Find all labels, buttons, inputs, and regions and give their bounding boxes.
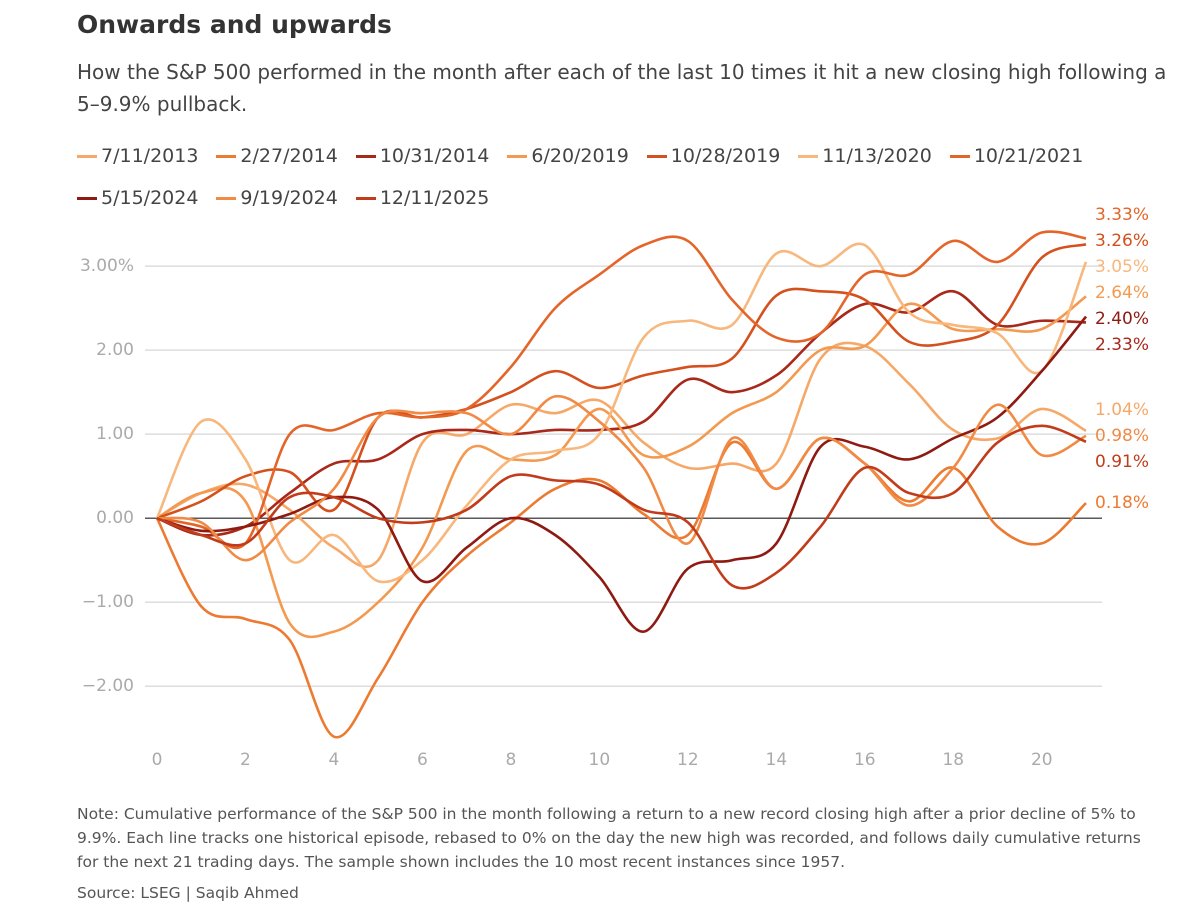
legend-item: 12/11/2025 xyxy=(355,184,490,212)
x-tick-label: 14 xyxy=(766,750,788,770)
series-line xyxy=(155,242,1088,584)
legend-label: 5/15/2024 xyxy=(101,187,199,209)
x-tick-label: 10 xyxy=(589,750,611,770)
chart-subtitle: How the S&P 500 performed in the month a… xyxy=(77,60,1167,116)
note: Note: Cumulative performance of the S&P … xyxy=(77,805,1141,871)
legend-label: 7/11/2013 xyxy=(101,145,199,167)
end-label: 3.05% xyxy=(1095,257,1149,277)
legend-swatch xyxy=(77,154,97,158)
legend-item: 11/13/2020 xyxy=(798,142,932,170)
end-label: 0.98% xyxy=(1095,426,1149,446)
x-tick-label: 0 xyxy=(152,750,163,770)
series-line xyxy=(156,424,1087,590)
legend-swatch xyxy=(216,154,237,158)
series-line xyxy=(156,295,1087,639)
end-label: 2.40% xyxy=(1095,309,1149,329)
legend-label: 2/27/2014 xyxy=(240,145,338,167)
chart-title: Onwards and upwards xyxy=(77,10,392,39)
y-tick-label: 3.00% xyxy=(80,256,134,276)
x-tick-label: 20 xyxy=(1031,750,1053,770)
end-label: 0.18% xyxy=(1095,493,1149,513)
chart: −2.00 −1.00 0.00 1.00 2.00 3.00% 0 2 4 6 8 10 12 14 16… xyxy=(80,205,1149,770)
x-tick-label: 16 xyxy=(854,750,876,770)
x-tick-label: 8 xyxy=(505,750,516,770)
legend-item: 2/27/2014 xyxy=(216,142,338,170)
legend-swatch xyxy=(646,154,667,158)
x-tick-label: 12 xyxy=(677,750,699,770)
legend-label: 6/20/2019 xyxy=(531,145,629,167)
y-tick-label: 0.00 xyxy=(96,508,134,528)
end-label: 2.33% xyxy=(1095,335,1149,355)
end-label: 0.91% xyxy=(1095,452,1149,472)
legend-label: 10/28/2019 xyxy=(670,145,781,167)
legend-item: 7/11/2013 xyxy=(77,142,198,170)
series-line xyxy=(156,341,1087,568)
end-label: 3.33% xyxy=(1095,205,1149,225)
legend-swatch xyxy=(77,196,97,200)
y-tick-label: −1.00 xyxy=(82,592,134,612)
y-tick-label: 2.00 xyxy=(96,340,134,360)
end-label: 1.04% xyxy=(1095,400,1149,420)
series-line xyxy=(156,290,1087,537)
legend-swatch xyxy=(355,196,376,200)
legend-item: 9/19/2024 xyxy=(216,184,338,212)
end-label: 3.26% xyxy=(1095,231,1149,251)
legend-item: 10/31/2014 xyxy=(355,142,490,170)
legend-item: 10/28/2019 xyxy=(646,142,781,170)
x-tick-label: 4 xyxy=(329,750,340,770)
legend-label: 10/21/2021 xyxy=(973,145,1084,167)
legend-swatch xyxy=(507,154,528,158)
legend-item: 10/21/2021 xyxy=(949,142,1084,170)
x-tick-label: 18 xyxy=(942,750,964,770)
series-line xyxy=(156,395,1087,562)
legend-item: 6/20/2019 xyxy=(507,142,629,170)
legend-swatch xyxy=(949,154,970,158)
end-label: 2.64% xyxy=(1095,283,1149,303)
legend-swatch xyxy=(216,196,237,200)
legend-label: 12/11/2025 xyxy=(379,187,490,209)
legend-item: 5/15/2024 xyxy=(77,184,198,212)
legend-swatch xyxy=(798,154,819,158)
x-tick-label: 2 xyxy=(240,750,251,770)
series-line xyxy=(156,230,1087,550)
y-tick-label: 1.00 xyxy=(96,424,134,444)
x-tick-label: 6 xyxy=(417,750,428,770)
series-line xyxy=(156,243,1087,520)
series-line xyxy=(155,436,1087,739)
legend: 7/11/2013 2/27/2014 10/31/2014 6/20/2019 10/… xyxy=(77,142,1167,212)
legend-label: 11/13/2020 xyxy=(822,145,932,167)
legend-swatch xyxy=(355,154,376,158)
legend-label: 9/19/2024 xyxy=(240,187,338,209)
source: Source: LSEG | Saqib Ahmed xyxy=(77,884,299,902)
legend-label: 10/31/2014 xyxy=(379,145,490,167)
y-tick-label: −2.00 xyxy=(82,676,134,696)
